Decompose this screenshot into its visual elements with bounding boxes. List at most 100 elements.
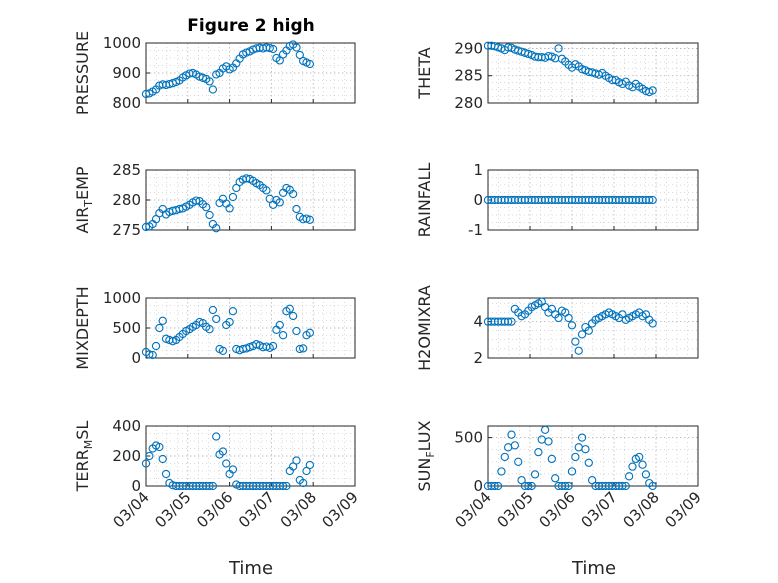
mixdepth-point xyxy=(205,325,214,334)
pressure-point xyxy=(208,85,218,94)
rainfall-ylabel: RAINFALL xyxy=(415,163,434,238)
mixdepth-point xyxy=(275,320,284,330)
terr-msl-point xyxy=(218,447,228,456)
h2omixra-axes-box xyxy=(487,297,699,359)
sun-flux-point xyxy=(493,481,503,491)
sun-flux-point xyxy=(618,481,627,491)
xtick-label: 03/08 xyxy=(277,488,320,531)
mixdepth-point xyxy=(295,344,304,354)
pressure-point xyxy=(305,59,315,69)
terr-msl-point xyxy=(292,456,301,465)
sun-flux-point xyxy=(544,437,553,446)
mixdepth-point xyxy=(218,346,228,355)
mixdepth-point xyxy=(145,350,154,359)
theta-ytick-label: 290 xyxy=(454,39,483,57)
mixdepth-point xyxy=(299,344,308,353)
mixdepth-point xyxy=(148,350,157,360)
sun-flux-point xyxy=(638,460,647,469)
air-temp-point xyxy=(192,196,201,205)
terr-msl-point xyxy=(212,432,221,441)
sun-flux-point xyxy=(624,472,634,481)
h2omixra-plot-area xyxy=(488,298,698,358)
air-temp-point xyxy=(228,192,238,202)
subplot-rainfall: -1 0 1 RAINFALL xyxy=(415,161,699,239)
rainfall-ytick-label: 1 xyxy=(473,161,483,179)
subplot-terr-msl: 0 200 400 TERRMSL xyxy=(73,417,356,495)
rainfall-point xyxy=(645,195,654,205)
terr-msl-point xyxy=(145,451,154,461)
sun-flux-point xyxy=(514,457,523,466)
theta-plot-area xyxy=(488,43,698,103)
pressure-point xyxy=(205,77,214,86)
air-temp-point xyxy=(212,224,221,233)
air-temp-ytick-label: 280 xyxy=(112,191,141,209)
air-temp-ylabel: AIRTEMP xyxy=(73,166,95,233)
sun-flux-point xyxy=(547,454,556,464)
terr-msl-series xyxy=(141,432,315,491)
h2omixra-point xyxy=(507,317,516,326)
subplot-pressure: 800 900 1000 PRESSURE xyxy=(73,31,356,115)
xtick-label: 03/08 xyxy=(620,488,663,531)
sun-flux-ytick-label: 0 xyxy=(473,477,483,495)
theta-axes-box xyxy=(487,42,699,104)
air-temp-point xyxy=(141,222,151,232)
terr-msl-point xyxy=(282,481,291,491)
sun-flux-point xyxy=(584,458,593,467)
h2omixra-point xyxy=(574,346,583,355)
terr-msl-point xyxy=(299,478,308,488)
mixdepth-point xyxy=(155,323,164,333)
mixdepth-point xyxy=(278,331,288,340)
subplot-h2omixra: 2 4 H2OMIXRA xyxy=(415,285,699,371)
xtick-label: 03/05 xyxy=(151,488,194,531)
sun-flux-point xyxy=(540,425,550,435)
sun-flux-point xyxy=(507,430,516,439)
mixdepth-point xyxy=(288,311,298,321)
sun-flux-point xyxy=(551,474,560,483)
sun-flux-point xyxy=(527,481,536,491)
sun-flux-point xyxy=(577,433,587,442)
mixdepth-point xyxy=(285,304,294,313)
x-axis-label-right: Time xyxy=(571,558,616,579)
xtick-label: 03/07 xyxy=(235,488,278,531)
sun-flux-point xyxy=(581,445,590,454)
mixdepth-point xyxy=(212,314,221,324)
sun-flux-point xyxy=(561,481,570,491)
figure-title: Figure 2 high xyxy=(187,16,315,36)
mixdepth-ylabel: MIXDEPTH xyxy=(73,286,92,369)
pressure-point xyxy=(268,44,278,54)
theta-ytick-label: 285 xyxy=(454,67,483,85)
sun-flux-point xyxy=(628,462,637,471)
sun-flux-point xyxy=(534,447,543,457)
h2omixra-point xyxy=(504,317,513,326)
pressure-ytick-label: 900 xyxy=(112,64,141,82)
terr-msl-point xyxy=(228,465,238,474)
h2omixra-series xyxy=(483,297,657,355)
air-temp-point xyxy=(262,186,271,195)
sun-flux-axes-box xyxy=(487,425,699,487)
mixdepth-point xyxy=(268,341,278,351)
mixdepth-point xyxy=(305,328,315,337)
air-temp-point xyxy=(275,198,284,207)
terr-msl-point xyxy=(208,481,218,491)
h2omixra-point xyxy=(567,321,577,330)
theta-ytick-label: 280 xyxy=(454,94,483,112)
terr-msl-point xyxy=(161,469,171,479)
sun-flux-point xyxy=(510,441,520,450)
pressure-point xyxy=(292,43,301,52)
mixdepth-ytick-label: 1000 xyxy=(103,289,141,307)
subplot-mixdepth: 0 500 1000 MIXDEPTH xyxy=(73,286,356,370)
mixdepth-point xyxy=(292,326,301,336)
theta-point xyxy=(554,44,563,53)
sun-flux-point xyxy=(621,481,630,491)
air-temp-ytick-label: 285 xyxy=(112,161,141,179)
terr-msl-point xyxy=(155,442,164,452)
terr-msl-ylabel: TERRMSL xyxy=(73,421,95,493)
terr-msl-ytick-label: 400 xyxy=(112,417,141,435)
pressure-ytick-label: 1000 xyxy=(103,34,141,52)
air-temp-point xyxy=(305,215,315,224)
air-temp-point xyxy=(288,189,298,199)
h2omixra-ytick-label: 4 xyxy=(473,313,483,331)
mixdepth-point xyxy=(225,317,234,327)
sun-flux-point xyxy=(635,452,644,462)
air-temp-point xyxy=(292,204,301,214)
